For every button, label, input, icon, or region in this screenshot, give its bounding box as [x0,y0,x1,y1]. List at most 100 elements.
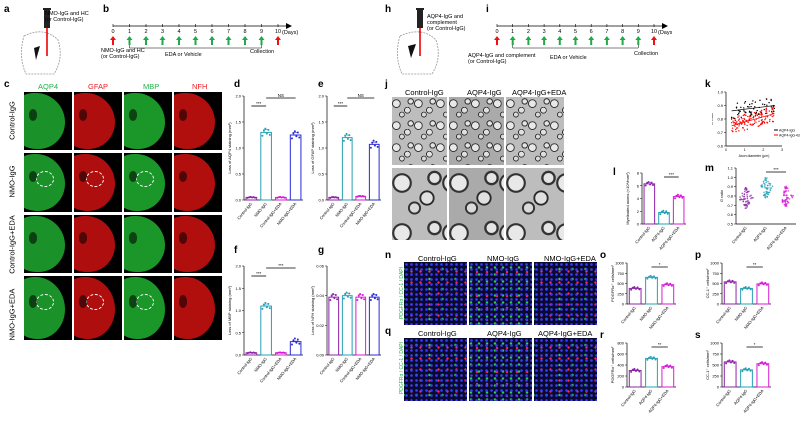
x-tick-label: 0 [725,148,727,152]
data-point [264,127,267,130]
data-point [744,201,747,203]
bar [645,276,658,305]
treatment-bracket [129,45,262,49]
y-axis-label: CC-1⁺ cells/mm² [705,268,710,298]
bar [645,357,658,388]
timeline-day-label: 6 [590,29,593,35]
data-point [782,200,785,202]
data-point [741,370,744,373]
red-arrow-icon [275,36,281,45]
y-axis-label: PDGFRα⁺ cells/mm² [610,346,615,383]
data-point [788,198,791,200]
lesion-outline [136,171,154,187]
data-point [638,370,641,373]
column-header-aqp4: AQP4 [38,82,59,91]
data-point [772,106,775,108]
y-tick-label: 0.0 [235,198,241,203]
data-point [734,121,736,124]
data-point [750,117,752,120]
y-tick-label: 1.0 [717,90,723,95]
x-tick-label: NMO-IgG [638,305,653,321]
confocal-image-q-aqp4-eda [534,338,597,401]
data-point [261,307,264,310]
trend-line [731,105,775,112]
data-point [743,188,746,191]
chart-k: 0.6 0.7 0.8 0.9 1.0 G ratio 0 1 2 3 Axon diameter … [712,90,800,159]
data-point [376,298,379,301]
data-point [360,297,363,300]
q-header-aqp4-eda: AQP4-IgG+EDA [538,329,593,338]
data-point [754,115,757,117]
data-point [333,297,336,300]
y-tick-label: 0.0 [235,353,241,358]
data-point [747,286,750,289]
timeline-b-start-label: NMO-IgG and HC (or Control-IgG) [101,48,145,60]
em-image-control-low [392,97,447,165]
data-point [345,132,348,135]
data-point [736,102,739,104]
data-point [666,212,669,215]
lesion-outline [86,294,104,310]
data-point [761,184,763,186]
data-point [765,192,768,195]
data-point [760,115,763,117]
data-point [787,190,790,192]
timeline-arrowhead-icon [286,23,292,29]
data-point [766,112,768,114]
data-point [769,184,771,187]
data-point [749,114,751,117]
bar [628,287,642,305]
data-point [747,199,749,202]
x-tick-label: 1 [744,148,746,152]
data-point [765,363,768,366]
injection-label-h: AQP4-IgG and complement (or Control-IgG) [427,14,466,32]
data-point [755,111,758,114]
n-header-nmo-eda: NMO-IgG+EDA [544,254,596,263]
data-point [750,113,752,115]
bar [341,295,353,356]
y-tick-label: 2 [637,209,640,214]
data-point [733,117,735,120]
q-header-control: Control-IgG [418,329,457,338]
y-tick-label: 500 [617,281,624,286]
data-point [633,367,636,370]
data-point [760,113,762,116]
data-point [782,194,785,197]
data-point [746,128,749,130]
y-axis-label: Loss of AQP4 staining (mm²) [227,122,232,174]
data-point [747,202,749,205]
y-tick-label: 1.5 [235,120,241,125]
green-arrow-icon [635,36,642,45]
lesion-outline [136,294,154,310]
brain-injection-schematic-a [21,8,61,75]
data-point [373,144,376,147]
y-tick-label: 750 [617,271,624,276]
data-point [743,102,746,104]
data-point [753,115,755,118]
data-point [741,195,744,197]
data-point [292,339,295,342]
data-point [336,298,339,301]
injection-label-a: NMO-IgG and HC (or Control-IgG) [45,11,89,23]
data-point [731,127,734,129]
data-point [265,306,268,309]
data-point [743,203,746,206]
data-point [762,194,765,197]
timeline-day-label: 8 [621,29,624,35]
data-point [771,110,773,113]
data-point [764,196,767,199]
bar [289,341,302,356]
data-point [746,124,748,127]
x-tick-label: AQP4-IgG [733,388,749,405]
y-tick-label: 0.00 [316,353,325,358]
timeline-day-label: 2 [144,29,147,35]
data-point [761,113,763,115]
data-point [733,361,736,364]
data-point [747,121,749,124]
data-point [738,130,740,132]
data-point [744,190,746,193]
data-point [738,115,740,117]
data-point [762,180,765,183]
data-point [748,202,751,205]
